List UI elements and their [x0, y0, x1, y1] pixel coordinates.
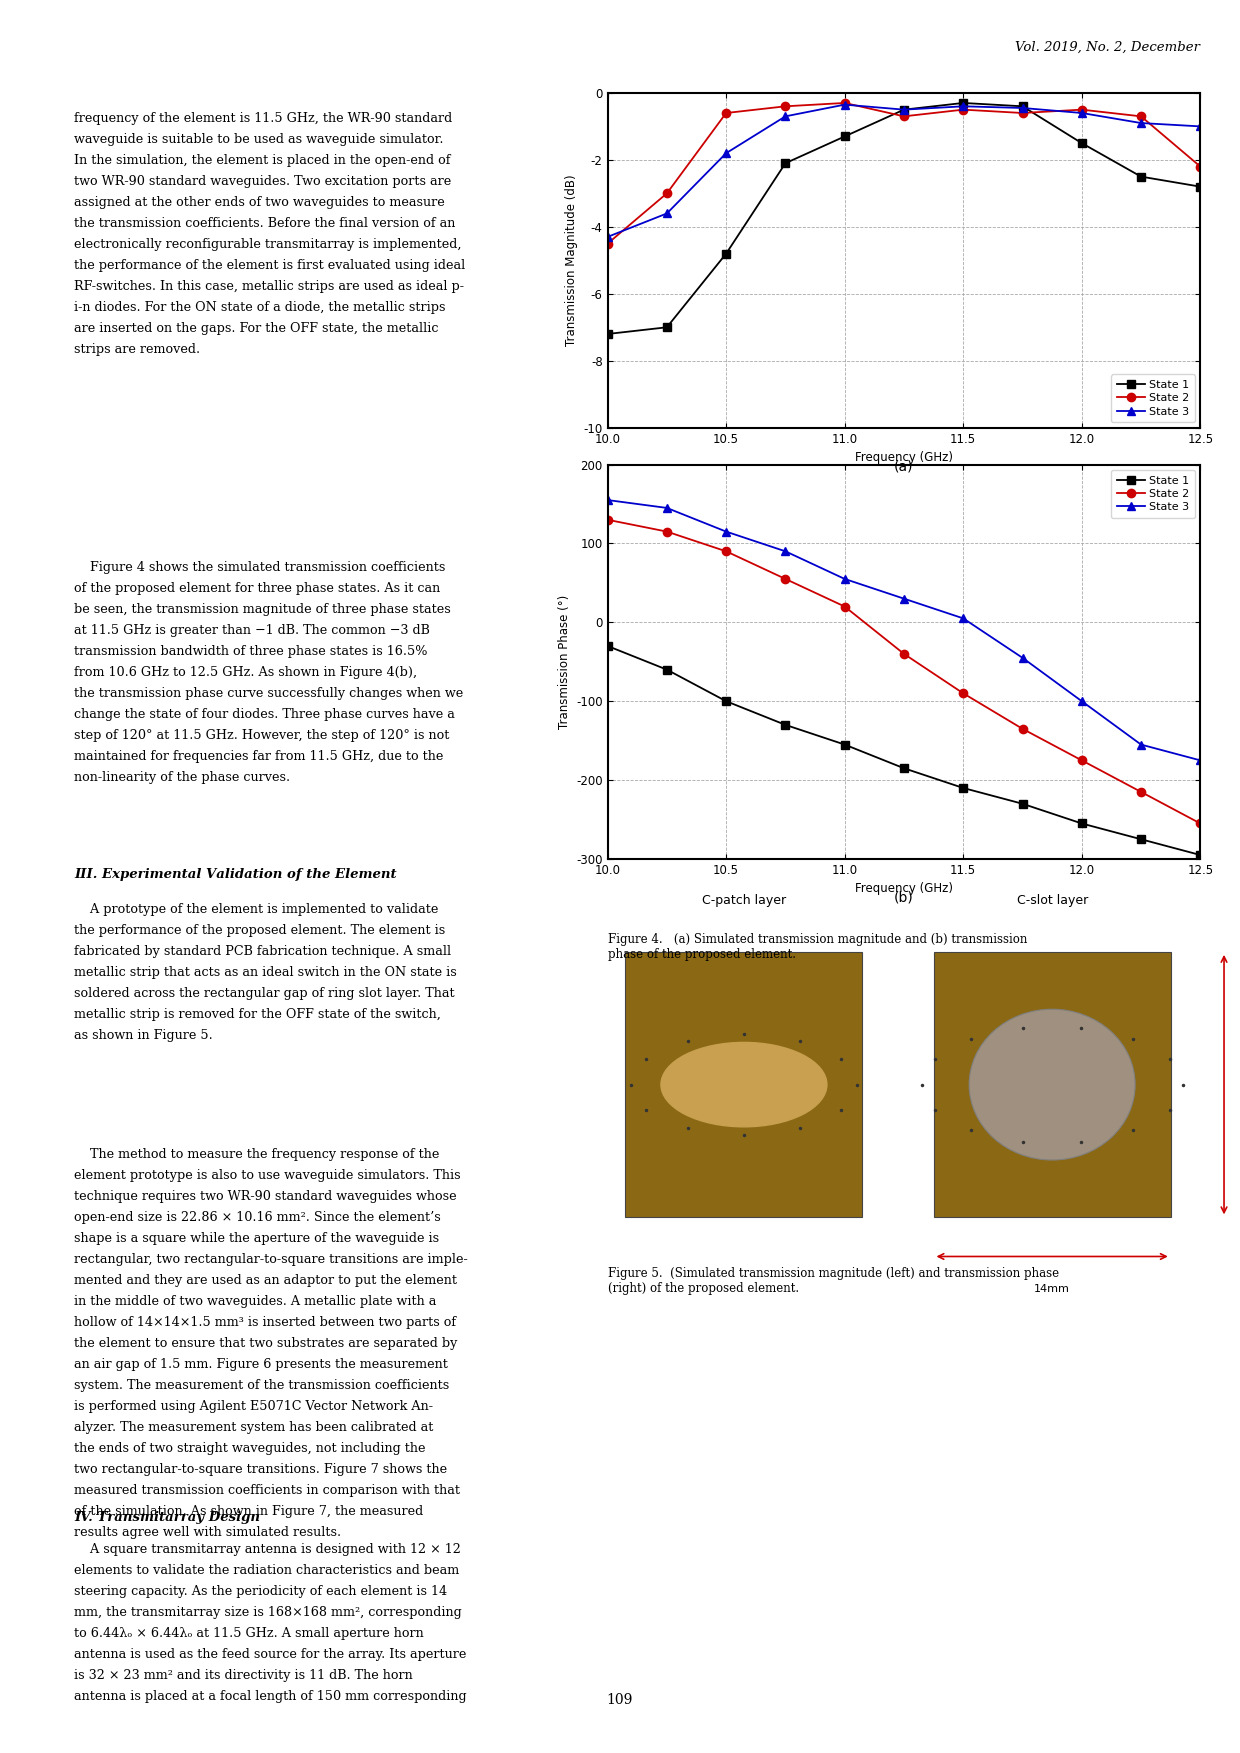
State 2	[956, 684, 971, 705]
State 2	[1133, 105, 1148, 126]
Text: The method to measure the frequency response of the
element prototype is also to: The method to measure the frequency resp…	[74, 1148, 469, 1539]
Text: Figure 4 shows the simulated transmission coefficients
of the proposed element f: Figure 4 shows the simulated transmissio…	[74, 561, 464, 784]
Text: C-slot layer: C-slot layer	[1017, 894, 1087, 906]
State 3	[719, 521, 734, 542]
State 1	[1193, 175, 1208, 196]
Text: Figure 4.   (a) Simulated transmission magnitude and (b) transmission
phase of t: Figure 4. (a) Simulated transmission mag…	[608, 933, 1027, 961]
State 2	[660, 521, 675, 542]
State 1	[660, 659, 675, 680]
State 2	[1193, 156, 1208, 177]
FancyBboxPatch shape	[625, 952, 863, 1217]
Line: State 2: State 2	[604, 515, 1204, 827]
Text: (a): (a)	[894, 459, 914, 473]
State 2	[600, 510, 615, 531]
Text: 14mm: 14mm	[1034, 1283, 1070, 1294]
State 2	[719, 542, 734, 563]
State 3	[600, 489, 615, 510]
Text: (b): (b)	[894, 891, 914, 905]
State 1	[777, 715, 792, 736]
Line: State 1: State 1	[604, 98, 1204, 338]
State 1	[1133, 829, 1148, 850]
State 1	[897, 757, 911, 778]
State 2	[956, 100, 971, 121]
State 2	[837, 93, 852, 114]
State 2	[777, 96, 792, 117]
State 3	[897, 100, 911, 121]
State 1	[600, 636, 615, 657]
State 2	[1133, 782, 1148, 803]
Text: A square transmitarray antenna is designed with 12 × 12
elements to validate the: A square transmitarray antenna is design…	[74, 1543, 467, 1702]
State 3	[1074, 691, 1089, 712]
State 3	[1133, 735, 1148, 756]
State 2	[660, 182, 675, 203]
State 1	[660, 317, 675, 338]
Circle shape	[661, 1043, 827, 1127]
State 3	[837, 95, 852, 116]
State 1	[777, 153, 792, 174]
State 1	[600, 324, 615, 345]
Text: C-patch layer: C-patch layer	[702, 894, 786, 906]
State 2	[600, 233, 615, 254]
State 2	[1074, 750, 1089, 771]
State 1	[719, 691, 734, 712]
State 3	[956, 96, 971, 117]
State 3	[1133, 112, 1148, 133]
State 3	[660, 498, 675, 519]
Legend: State 1, State 2, State 3: State 1, State 2, State 3	[1111, 375, 1195, 422]
Legend: State 1, State 2, State 3: State 1, State 2, State 3	[1111, 470, 1195, 517]
X-axis label: Frequency (GHz): Frequency (GHz)	[854, 882, 954, 896]
Y-axis label: Transmission Phase (°): Transmission Phase (°)	[558, 594, 570, 729]
Text: Vol. 2019, No. 2, December: Vol. 2019, No. 2, December	[1016, 40, 1200, 53]
State 3	[777, 542, 792, 563]
State 2	[1016, 719, 1030, 740]
State 3	[600, 226, 615, 247]
State 1	[1193, 845, 1208, 866]
State 3	[719, 142, 734, 163]
State 1	[719, 244, 734, 265]
State 1	[897, 100, 911, 121]
State 1	[956, 778, 971, 799]
State 1	[1074, 133, 1089, 154]
State 3	[1016, 98, 1030, 119]
X-axis label: Frequency (GHz): Frequency (GHz)	[854, 451, 954, 465]
Y-axis label: Transmission Magnitude (dB): Transmission Magnitude (dB)	[565, 175, 578, 345]
Text: III. E​xperimental V​alidation of the E​lement: III. E​xperimental V​alidation of the E​…	[74, 868, 397, 880]
Ellipse shape	[970, 1010, 1135, 1160]
State 3	[1193, 116, 1208, 137]
State 1	[1016, 96, 1030, 117]
State 3	[956, 608, 971, 629]
Line: State 1: State 1	[604, 642, 1204, 859]
Line: State 3: State 3	[604, 100, 1204, 242]
State 3	[897, 589, 911, 610]
State 1	[1016, 794, 1030, 815]
State 2	[777, 568, 792, 589]
Line: State 2: State 2	[604, 98, 1204, 247]
Text: 109: 109	[606, 1693, 634, 1707]
State 1	[1074, 813, 1089, 834]
State 2	[1016, 102, 1030, 123]
State 2	[837, 596, 852, 617]
Line: State 3: State 3	[604, 496, 1204, 764]
State 1	[956, 93, 971, 114]
State 3	[1074, 102, 1089, 123]
State 2	[1193, 813, 1208, 834]
State 1	[1133, 167, 1148, 188]
State 2	[897, 643, 911, 664]
Text: Figure 5.  (Simulated transmission magnitude (left) and transmission phase
(righ: Figure 5. (Simulated transmission magnit…	[608, 1267, 1059, 1295]
State 1	[837, 735, 852, 756]
State 3	[1016, 647, 1030, 668]
FancyBboxPatch shape	[934, 952, 1171, 1217]
State 3	[837, 568, 852, 589]
Text: frequency of the element is 11.5 GHz, the WR-90 standard
waveguide is suitable t: frequency of the element is 11.5 GHz, th…	[74, 112, 466, 356]
State 2	[1074, 100, 1089, 121]
Text: A prototype of the element is implemented to validate
the performance of the pro: A prototype of the element is implemente…	[74, 903, 458, 1041]
State 2	[897, 105, 911, 126]
State 3	[660, 203, 675, 224]
State 3	[777, 105, 792, 126]
State 1	[837, 126, 852, 147]
Text: IV. T​ransmitarray D​esign: IV. T​ransmitarray D​esign	[74, 1511, 260, 1523]
State 2	[719, 102, 734, 123]
State 3	[1193, 750, 1208, 771]
